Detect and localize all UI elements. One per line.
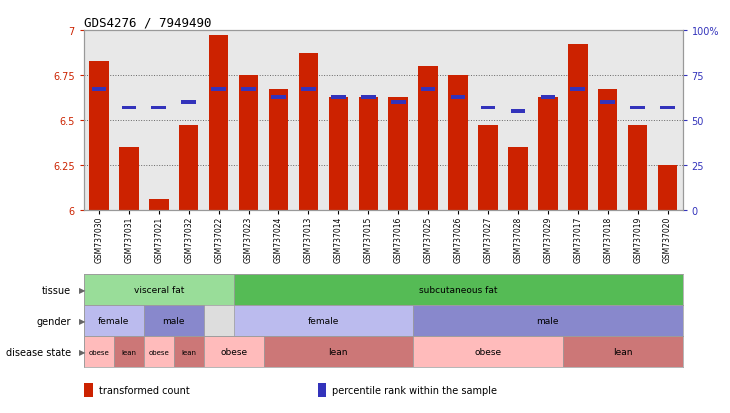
Bar <box>84 306 144 337</box>
Bar <box>538 97 558 211</box>
Bar <box>331 95 345 100</box>
Bar <box>391 101 405 105</box>
Bar <box>318 383 326 397</box>
Bar <box>571 88 585 92</box>
Bar <box>421 88 435 92</box>
Bar <box>89 62 109 211</box>
Bar <box>658 166 677 211</box>
Bar <box>358 97 378 211</box>
Bar <box>204 337 264 368</box>
Bar <box>631 106 645 110</box>
Bar <box>234 275 683 306</box>
Bar <box>84 275 234 306</box>
Text: female: female <box>308 317 339 325</box>
Bar <box>563 337 683 368</box>
Bar <box>601 101 615 105</box>
Bar <box>272 95 285 100</box>
Text: male: male <box>537 317 559 325</box>
Bar <box>122 106 136 110</box>
Bar <box>182 101 196 105</box>
Bar <box>541 95 555 100</box>
Text: obese: obese <box>474 348 502 356</box>
Bar <box>269 90 288 211</box>
Text: percentile rank within the sample: percentile rank within the sample <box>332 385 497 395</box>
Bar <box>144 337 174 368</box>
Text: ▶: ▶ <box>79 317 85 325</box>
Bar <box>119 148 139 211</box>
Bar <box>84 383 93 397</box>
Text: visceral fat: visceral fat <box>134 286 184 294</box>
Bar <box>448 76 468 211</box>
Bar <box>212 88 226 92</box>
Bar <box>481 106 495 110</box>
Text: obese: obese <box>220 348 247 356</box>
Bar <box>92 88 106 92</box>
Bar <box>84 337 114 368</box>
Text: obese: obese <box>148 349 169 355</box>
Bar <box>234 306 413 337</box>
Bar <box>568 45 588 211</box>
Text: disease state: disease state <box>6 347 71 357</box>
Bar <box>508 148 528 211</box>
Text: obese: obese <box>88 349 110 355</box>
Text: gender: gender <box>36 316 71 326</box>
Text: male: male <box>163 317 185 325</box>
Bar <box>264 337 413 368</box>
Text: transformed count: transformed count <box>99 385 189 395</box>
Bar <box>478 126 498 211</box>
Text: lean: lean <box>328 348 348 356</box>
Text: tissue: tissue <box>42 285 71 295</box>
Bar <box>152 106 166 110</box>
Text: female: female <box>99 317 129 325</box>
Bar <box>598 90 618 211</box>
Bar <box>209 36 228 211</box>
Bar <box>661 106 675 110</box>
Bar <box>511 110 525 114</box>
Text: subcutaneous fat: subcutaneous fat <box>419 286 497 294</box>
Bar <box>413 337 563 368</box>
Bar <box>149 200 169 211</box>
Bar <box>144 306 204 337</box>
Bar <box>299 55 318 211</box>
Text: lean: lean <box>181 349 196 355</box>
Bar <box>301 88 315 92</box>
Bar <box>361 95 375 100</box>
Text: lean: lean <box>121 349 137 355</box>
Text: lean: lean <box>613 348 632 356</box>
Bar <box>328 97 348 211</box>
Bar <box>174 337 204 368</box>
Bar <box>239 76 258 211</box>
Bar <box>179 126 199 211</box>
Text: ▶: ▶ <box>79 286 85 294</box>
Bar <box>114 337 144 368</box>
Bar <box>418 67 438 211</box>
Bar <box>242 88 256 92</box>
Bar <box>413 306 683 337</box>
Text: ▶: ▶ <box>79 348 85 356</box>
Bar <box>388 97 408 211</box>
Bar <box>628 126 648 211</box>
Text: GDS4276 / 7949490: GDS4276 / 7949490 <box>84 17 212 30</box>
Bar <box>451 95 465 100</box>
